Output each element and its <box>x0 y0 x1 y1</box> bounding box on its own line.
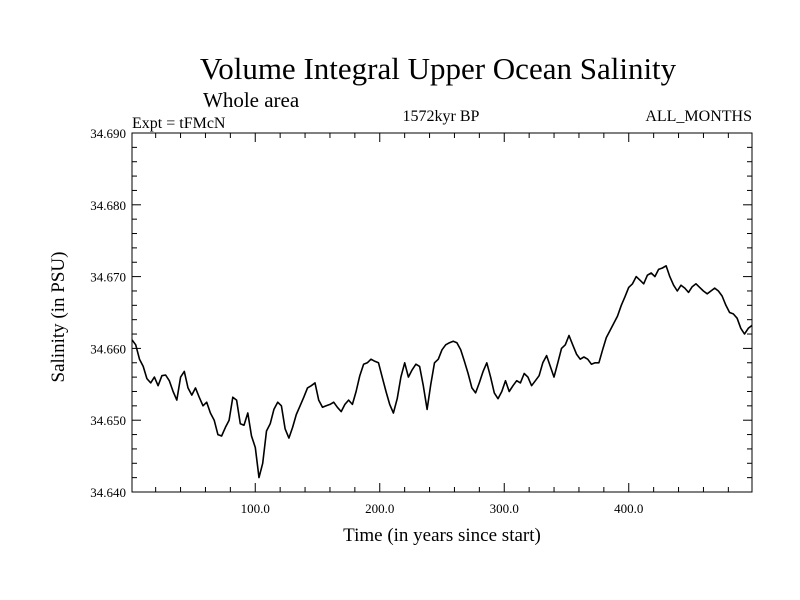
x-tick-label: 200.0 <box>365 501 394 516</box>
time-period-label: 1572kyr BP <box>403 108 480 125</box>
x-tick-label: 400.0 <box>614 501 643 516</box>
chart-title: Volume Integral Upper Ocean Salinity <box>200 51 677 86</box>
x-axis-label: Time (in years since start) <box>343 525 541 546</box>
axes-layer: 34.640 34.650 34.660 34.670 34.680 34.690 100.… <box>90 126 753 516</box>
y-tick-label: 34.660 <box>90 341 126 356</box>
chart-subtitle: Whole area <box>203 88 300 112</box>
y-tick-label: 34.680 <box>90 198 126 213</box>
y-axis-label: Salinity (in PSU) <box>48 252 69 383</box>
y-tick-label: 34.670 <box>90 270 126 285</box>
months-label: ALL_MONTHS <box>645 108 752 125</box>
y-tick-label: 34.650 <box>90 413 126 428</box>
y-tick-label: 34.640 <box>90 485 126 500</box>
salinity-series-line <box>131 264 753 479</box>
y-tick-label: 34.690 <box>90 126 126 141</box>
x-tick-label: 100.0 <box>241 501 270 516</box>
x-tick-label: 300.0 <box>490 501 519 516</box>
plot-frame <box>131 132 753 493</box>
experiment-label: Expt = tFMcN <box>132 115 226 132</box>
line-layer <box>131 264 753 479</box>
